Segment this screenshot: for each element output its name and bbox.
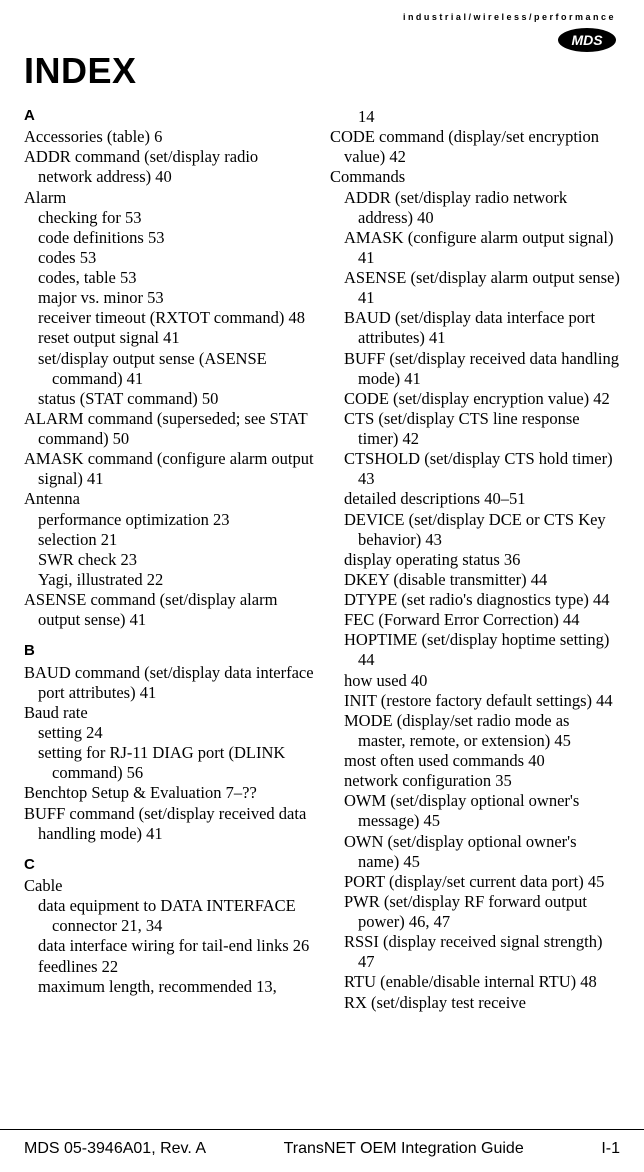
index-entry: ASENSE command (set/display alarm output… (24, 590, 314, 630)
index-entry: PWR (set/display RF forward output power… (330, 892, 620, 932)
index-entry: Cable (24, 876, 314, 896)
index-entry: setting for RJ-11 DIAG port (DLINK comma… (24, 743, 314, 783)
index-entry: codes 53 (24, 248, 314, 268)
content-columns: INDEX A Accessories (table) 6ADDR comman… (24, 59, 620, 1013)
index-title: INDEX (24, 49, 314, 93)
letter-a: A (24, 107, 314, 125)
index-entry: major vs. minor 53 (24, 288, 314, 308)
index-entry: RTU (enable/disable internal RTU) 48 (330, 972, 620, 992)
index-entry: setting 24 (24, 723, 314, 743)
section-a: Accessories (table) 6ADDR command (set/d… (24, 127, 314, 630)
index-entry: DKEY (disable transmitter) 44 (330, 570, 620, 590)
letter-b: B (24, 642, 314, 660)
index-entry: SWR check 23 (24, 550, 314, 570)
left-column: INDEX A Accessories (table) 6ADDR comman… (24, 59, 314, 1013)
footer-left: MDS 05-3946A01, Rev. A (24, 1140, 206, 1158)
right-column: 14CODE command (display/set encryption v… (330, 59, 620, 1013)
index-entry: how used 40 (330, 671, 620, 691)
index-entry: DTYPE (set radio's diagnostics type) 44 (330, 590, 620, 610)
index-entry: Benchtop Setup & Evaluation 7–?? (24, 783, 314, 803)
index-entry: CODE (set/display encryption value) 42 (330, 389, 620, 409)
index-entry: MODE (display/set radio mode as master, … (330, 711, 620, 751)
index-entry: status (STAT command) 50 (24, 389, 314, 409)
footer-center: TransNET OEM Integration Guide (284, 1140, 524, 1158)
tagline: industrial/wireless/performance (24, 12, 616, 22)
index-entry: receiver timeout (RXTOT command) 48 (24, 308, 314, 328)
index-entry: selection 21 (24, 530, 314, 550)
logo-text: MDS (571, 32, 603, 48)
mds-logo-icon: MDS (558, 28, 616, 52)
index-entry: BUFF (set/display received data handling… (330, 349, 620, 389)
index-entry: Yagi, illustrated 22 (24, 570, 314, 590)
index-entry: HOPTIME (set/display hoptime setting) 44 (330, 630, 620, 670)
index-entry: ADDR (set/display radio network address)… (330, 188, 620, 228)
index-entry: DEVICE (set/display DCE or CTS Key behav… (330, 510, 620, 550)
index-entry: display operating status 36 (330, 550, 620, 570)
index-entry: set/display output sense (ASENSE command… (24, 349, 314, 389)
index-entry: maximum length, recommended 13, (24, 977, 314, 997)
index-entry: Antenna (24, 489, 314, 509)
index-entry: INIT (restore factory default settings) … (330, 691, 620, 711)
index-entry: ASENSE (set/display alarm output sense) … (330, 268, 620, 308)
index-entry: detailed descriptions 40–51 (330, 489, 620, 509)
index-entry: code definitions 53 (24, 228, 314, 248)
index-entry: OWM (set/display optional owner's messag… (330, 791, 620, 831)
index-entry: BAUD command (set/display data interface… (24, 663, 314, 703)
index-entry: ALARM command (superseded; see STAT comm… (24, 409, 314, 449)
footer-right: I-1 (601, 1140, 620, 1158)
index-entry: data interface wiring for tail-end links… (24, 936, 314, 956)
index-entry: data equipment to DATA INTERFACE connect… (24, 896, 314, 936)
index-entry: RSSI (display received signal strength) … (330, 932, 620, 972)
index-entry: CTS (set/display CTS line response timer… (330, 409, 620, 449)
index-entry: OWN (set/display optional owner's name) … (330, 832, 620, 872)
section-b: BAUD command (set/display data interface… (24, 663, 314, 844)
index-entry: AMASK command (configure alarm output si… (24, 449, 314, 489)
index-entry: checking for 53 (24, 208, 314, 228)
section-c: Cabledata equipment to DATA INTERFACE co… (24, 876, 314, 997)
index-entry: feedlines 22 (24, 957, 314, 977)
index-entry: performance optimization 23 (24, 510, 314, 530)
index-entry: reset output signal 41 (24, 328, 314, 348)
index-entry: codes, table 53 (24, 268, 314, 288)
index-entry: CTSHOLD (set/display CTS hold timer) 43 (330, 449, 620, 489)
index-entry: AMASK (configure alarm output signal) 41 (330, 228, 620, 268)
index-entry: BUFF command (set/display received data … (24, 804, 314, 844)
page: industrial/wireless/performance MDS INDE… (0, 0, 644, 1172)
index-entry: CODE command (display/set encryption val… (330, 127, 620, 167)
index-entry: RX (set/display test receive (330, 993, 620, 1013)
index-entry: FEC (Forward Error Correction) 44 (330, 610, 620, 630)
index-entry: most often used commands 40 (330, 751, 620, 771)
letter-c: C (24, 856, 314, 874)
index-entry: Alarm (24, 188, 314, 208)
page-footer: MDS 05-3946A01, Rev. A TransNET OEM Inte… (0, 1129, 644, 1158)
index-entry: PORT (display/set current data port) 45 (330, 872, 620, 892)
index-entry: Baud rate (24, 703, 314, 723)
index-entry: BAUD (set/display data interface port at… (330, 308, 620, 348)
index-entry: Accessories (table) 6 (24, 127, 314, 147)
index-entry: network configuration 35 (330, 771, 620, 791)
index-entry: 14 (330, 107, 620, 127)
index-entry: ADDR command (set/display radio network … (24, 147, 314, 187)
index-entry: Commands (330, 167, 620, 187)
